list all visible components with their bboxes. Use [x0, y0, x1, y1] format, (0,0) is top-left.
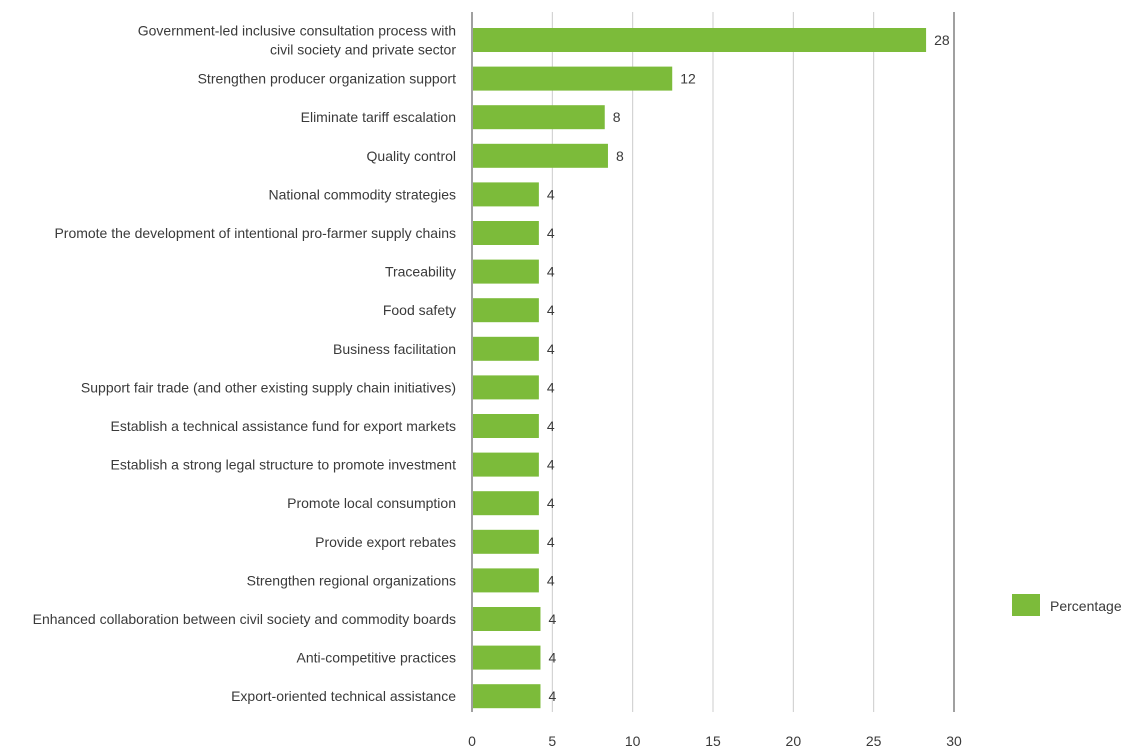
bar	[473, 414, 539, 438]
data-label: 4	[547, 264, 555, 280]
category-label-line: Eliminate tariff escalation	[301, 109, 456, 125]
data-label: 4	[547, 341, 555, 357]
category-label-line: Export-oriented technical assistance	[231, 688, 456, 704]
bar	[473, 452, 539, 477]
data-label: 4	[547, 495, 555, 511]
category-label: Establish a technical assistance fund fo…	[110, 418, 456, 434]
legend-label: Percentage	[1050, 598, 1122, 614]
x-tick-label: 10	[625, 733, 641, 749]
category-label-line: Food safety	[383, 302, 456, 318]
category-label: National commodity strategies	[268, 186, 456, 202]
bar	[473, 684, 541, 709]
category-label-line: Establish a technical assistance fund fo…	[110, 418, 456, 434]
category-label: Enhanced collaboration between civil soc…	[33, 611, 456, 627]
category-label: Promote local consumption	[287, 495, 456, 511]
data-label: 4	[547, 534, 555, 550]
x-tick-label: 20	[786, 733, 802, 749]
data-label: 8	[613, 109, 621, 125]
data-label: 8	[616, 148, 624, 164]
category-label: Food safety	[383, 302, 456, 318]
category-label-line: Traceability	[385, 264, 456, 280]
category-label: Strengthen regional organizations	[247, 572, 456, 588]
category-label: Quality control	[367, 148, 456, 164]
category-labels: Government-led inclusive consultation pr…	[33, 23, 457, 705]
category-label: Strengthen producer organization support	[198, 71, 457, 87]
data-labels: 28 12 8 8 4 4 4 4 4 4 4 4 4 4 4 4 4 4	[547, 32, 950, 704]
legend: Percentage	[1012, 594, 1122, 616]
data-label: 28	[934, 32, 950, 48]
category-label: Anti-competitive practices	[296, 650, 456, 666]
bar	[473, 28, 927, 52]
bar	[473, 182, 539, 207]
x-tick-label: 25	[866, 733, 882, 749]
bar	[473, 143, 608, 168]
category-label: Support fair trade (and other existing s…	[81, 379, 456, 395]
category-label: Traceability	[385, 264, 456, 280]
category-label-line: Strengthen regional organizations	[247, 572, 456, 588]
data-label: 4	[548, 611, 556, 627]
category-label-line: Enhanced collaboration between civil soc…	[33, 611, 456, 627]
category-label-line: Establish a strong legal structure to pr…	[110, 457, 456, 473]
category-label-line: Government-led inclusive consultation pr…	[138, 23, 456, 39]
category-label-line: civil society and private sector	[270, 42, 456, 58]
bar	[473, 375, 539, 400]
category-label-line: Promote the development of intentional p…	[54, 225, 456, 241]
bar	[473, 607, 541, 631]
data-label: 4	[547, 379, 555, 395]
category-label-line: Business facilitation	[333, 341, 456, 357]
bar	[473, 568, 539, 593]
category-label-line: Anti-competitive practices	[296, 650, 456, 666]
x-tick-label: 5	[548, 733, 556, 749]
category-label-line: National commodity strategies	[268, 186, 456, 202]
data-label: 4	[547, 418, 555, 434]
category-label: Establish a strong legal structure to pr…	[110, 457, 456, 473]
bar	[473, 336, 539, 361]
category-label-line: Support fair trade (and other existing s…	[81, 379, 456, 395]
category-label-line: Provide export rebates	[315, 534, 456, 550]
category-label: Government-led inclusive consultation pr…	[138, 23, 457, 58]
data-label: 12	[680, 71, 696, 87]
category-label-line: Quality control	[367, 148, 456, 164]
bar	[473, 298, 539, 323]
category-label-line: Promote local consumption	[287, 495, 456, 511]
category-label: Provide export rebates	[315, 534, 456, 550]
bar	[473, 645, 541, 670]
bar	[473, 529, 539, 554]
category-label: Export-oriented technical assistance	[231, 688, 456, 704]
bars	[473, 28, 927, 709]
category-label: Promote the development of intentional p…	[54, 225, 456, 241]
data-label: 4	[547, 225, 555, 241]
data-label: 4	[547, 572, 555, 588]
data-label: 4	[547, 186, 555, 202]
x-tick-label: 0	[468, 733, 476, 749]
category-label-line: Strengthen producer organization support	[198, 71, 457, 87]
bar	[473, 105, 605, 130]
bar	[473, 259, 539, 284]
bar	[473, 66, 673, 91]
x-tick-label: 15	[705, 733, 721, 749]
data-label: 4	[547, 457, 555, 473]
category-label: Business facilitation	[333, 341, 456, 357]
legend-swatch	[1012, 594, 1040, 616]
bar	[473, 221, 539, 245]
data-label: 4	[548, 650, 556, 666]
data-label: 4	[548, 688, 556, 704]
data-label: 4	[547, 302, 555, 318]
category-label: Eliminate tariff escalation	[301, 109, 456, 125]
bar	[473, 491, 539, 516]
x-tick-label: 30	[946, 733, 962, 749]
x-axis-ticks: 0 5 10 15 20 25 30	[468, 733, 962, 749]
